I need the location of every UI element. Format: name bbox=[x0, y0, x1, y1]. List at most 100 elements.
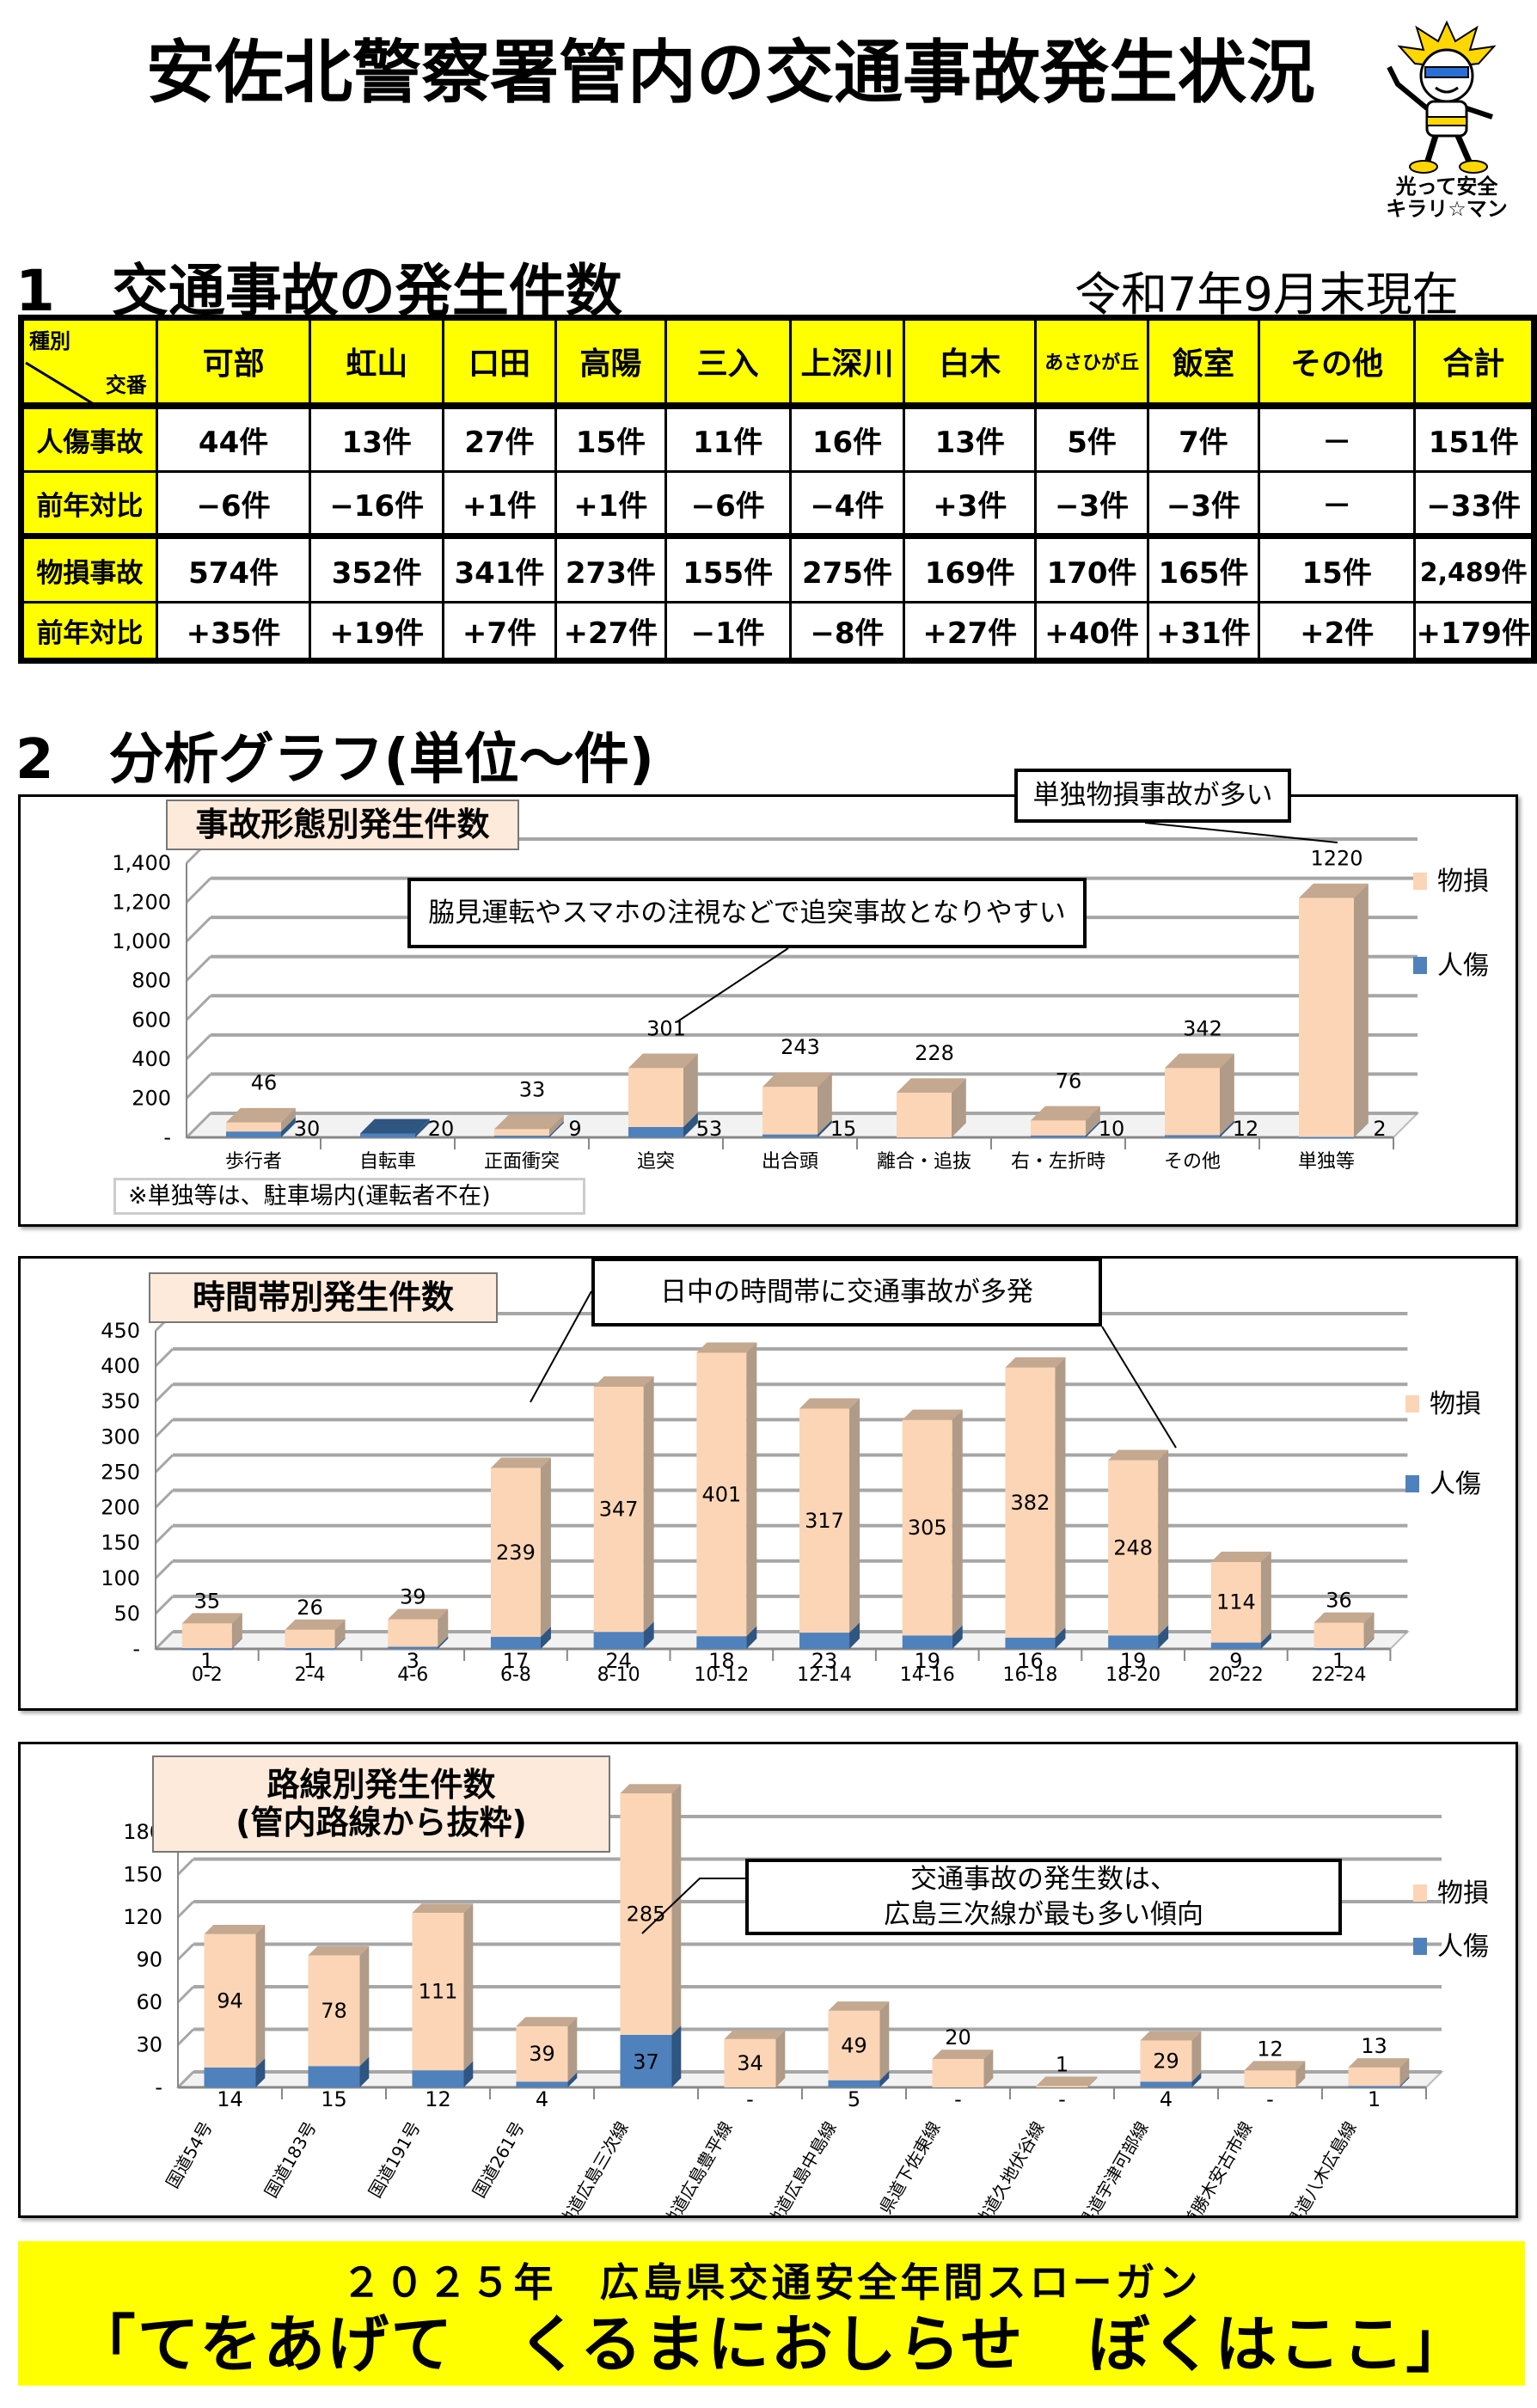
data-label-injury: 4 bbox=[1160, 2087, 1173, 2111]
gridline-diagonal bbox=[185, 995, 212, 1021]
bar-injury bbox=[1140, 2081, 1192, 2087]
y-tick-label: 150 bbox=[123, 1863, 162, 1887]
table-cell: +7件 bbox=[442, 601, 557, 662]
bar-injury-side bbox=[1055, 1627, 1066, 1649]
bar-property-side bbox=[746, 1342, 757, 1637]
data-label-injury: 14 bbox=[217, 2087, 243, 2111]
corner-label-type: 種別 bbox=[29, 329, 70, 354]
table-cell: 13件 bbox=[309, 404, 445, 473]
bar-property bbox=[1140, 2040, 1192, 2082]
y-tick-label: 120 bbox=[123, 1905, 162, 1929]
bar-property-side bbox=[643, 1376, 654, 1633]
data-label-property: 239 bbox=[496, 1541, 536, 1565]
bar-top bbox=[724, 2030, 786, 2039]
y-tick-label: 30 bbox=[136, 2033, 162, 2057]
table-cell: 15件 bbox=[1257, 535, 1417, 604]
table-cell: +31件 bbox=[1147, 601, 1260, 662]
x-category-label: 出合頭 bbox=[762, 1151, 818, 1173]
bar-injury bbox=[490, 1637, 541, 1649]
gridline-diagonal bbox=[185, 916, 212, 943]
bar-property-side bbox=[817, 1072, 832, 1135]
y-tick-label: 1,400 bbox=[112, 851, 171, 875]
bar-property-side bbox=[540, 1457, 551, 1638]
bar-injury-side bbox=[1191, 2072, 1202, 2087]
data-label-property: 35 bbox=[194, 1589, 221, 1613]
table-cell: 352件 bbox=[309, 535, 445, 604]
bar-property bbox=[516, 2026, 568, 2082]
x-category-label: 主地道広島三次線 bbox=[546, 2118, 633, 2216]
x-category-label: 8-10 bbox=[597, 1664, 640, 1686]
bar-top bbox=[516, 2017, 578, 2027]
bar-top bbox=[204, 1925, 266, 1934]
bar-property bbox=[490, 1467, 541, 1638]
bar-injury bbox=[226, 1131, 281, 1137]
bar-top bbox=[1108, 1449, 1169, 1461]
bar-property bbox=[1313, 1622, 1364, 1649]
bar-injury bbox=[1299, 1137, 1354, 1139]
bar-top bbox=[828, 2001, 890, 2011]
gridline-diagonal bbox=[176, 1858, 195, 1876]
gridline-diagonal bbox=[154, 1630, 175, 1651]
bar-property-side bbox=[549, 1114, 564, 1136]
data-label-injury: 12 bbox=[1233, 1117, 1259, 1141]
bar-injury bbox=[799, 1633, 850, 1649]
data-label-injury: 3 bbox=[407, 1649, 419, 1673]
bar-injury bbox=[181, 1648, 232, 1651]
bar-injury bbox=[902, 1635, 952, 1649]
bar-injury bbox=[593, 1632, 644, 1649]
y-tick-label: 450 bbox=[101, 1319, 140, 1343]
table-cell: −6件 bbox=[155, 470, 312, 539]
data-label-property: 34 bbox=[737, 2051, 763, 2075]
bar-property-side bbox=[255, 1925, 266, 2068]
data-label-injury: 1 bbox=[200, 1649, 213, 1673]
y-tick-label: 90 bbox=[136, 1948, 162, 1972]
x-category-label: 6-8 bbox=[500, 1664, 531, 1686]
table-cell: −33件 bbox=[1413, 470, 1535, 539]
bar-property bbox=[1165, 1068, 1220, 1136]
slogan-text: 「てをあげて くるまにおしらせ ぼくはここ」 bbox=[73, 2308, 1470, 2380]
data-label-property: 243 bbox=[781, 1035, 820, 1059]
x-category-label: 10-12 bbox=[694, 1664, 749, 1686]
column-header: 三入 bbox=[664, 316, 792, 409]
y-tick-label: 100 bbox=[101, 1566, 140, 1590]
bar-property-side bbox=[1220, 1053, 1234, 1136]
bar-injury-side bbox=[255, 2058, 266, 2087]
bar-injury-side bbox=[359, 2056, 370, 2087]
data-label-injury: 53 bbox=[696, 1117, 723, 1141]
bar-property-side bbox=[1087, 2076, 1098, 2087]
table-cell: −3件 bbox=[1034, 470, 1150, 539]
gridline-diagonal bbox=[176, 1943, 195, 1961]
legend-swatch-injury bbox=[1405, 1475, 1419, 1492]
callout-single-vehicle: 単独物損事故が多い bbox=[1014, 769, 1291, 823]
column-header: 口田 bbox=[442, 316, 557, 409]
table-corner-cell: 交番 種別 bbox=[20, 316, 158, 409]
bar-property-side bbox=[983, 2050, 994, 2087]
x-category-label: 自転車 bbox=[359, 1151, 416, 1173]
bar-property bbox=[1299, 898, 1354, 1137]
bar-top bbox=[696, 1342, 757, 1353]
bar-injury bbox=[1313, 1648, 1364, 1651]
y-tick-label: 1,000 bbox=[112, 929, 171, 953]
data-label-property: 401 bbox=[701, 1482, 741, 1506]
data-label-property: 228 bbox=[915, 1041, 954, 1065]
data-label-injury: 23 bbox=[811, 1649, 838, 1673]
gridline-diagonal bbox=[185, 1033, 212, 1060]
x-category-label: 18-20 bbox=[1105, 1664, 1160, 1686]
table-row: 前年対比 +35件 +19件 +7件 +27件 −1件 −8件 +27件 +40件 +31件 +2件… bbox=[20, 601, 1535, 662]
data-label-property: 39 bbox=[529, 2042, 555, 2066]
bar-injury-side bbox=[643, 1621, 654, 1649]
x-category-label: 県道勝木安古市線 bbox=[1170, 2118, 1257, 2216]
table-cell: +27件 bbox=[554, 601, 667, 662]
data-label-injury: 1 bbox=[1368, 2087, 1381, 2111]
bar-top bbox=[762, 1072, 832, 1088]
gridline-diagonal bbox=[154, 1454, 175, 1474]
bar-injury bbox=[360, 1133, 415, 1137]
gridline-diagonal bbox=[154, 1595, 175, 1615]
bar-property-side bbox=[281, 1107, 296, 1132]
bar-injury-side bbox=[1354, 1122, 1369, 1137]
table-cell: +1件 bbox=[442, 470, 557, 539]
bar-injury bbox=[628, 1126, 683, 1137]
bar-injury-side bbox=[281, 1117, 296, 1137]
bar-injury-side bbox=[1399, 2076, 1410, 2087]
data-label-property: 111 bbox=[419, 1980, 458, 2004]
